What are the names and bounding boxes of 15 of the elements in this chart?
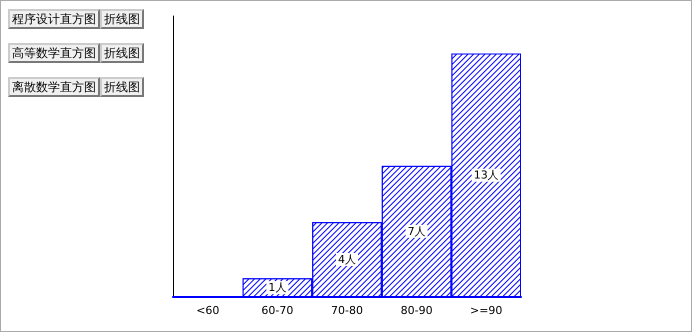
data-label: 7人: [408, 224, 426, 238]
x-tick-label: 60-70: [261, 304, 294, 317]
text: 折线图: [100, 77, 144, 97]
text: 高等数学直方图: [8, 43, 100, 63]
x-tick-label: 70-80: [331, 304, 363, 317]
text: 程序设计直方图: [8, 9, 100, 29]
data-label: 13人: [474, 168, 499, 182]
text: 折线图: [100, 9, 144, 29]
text: 折线图: [100, 43, 144, 63]
data-label: 1人: [268, 281, 286, 294]
x-tick-label: >=90: [470, 304, 502, 317]
x-tick-label: 80-90: [400, 304, 433, 317]
text: 离散数学直方图: [8, 77, 100, 97]
data-label: 4人: [338, 253, 356, 266]
x-tick-label: <60: [196, 304, 220, 317]
